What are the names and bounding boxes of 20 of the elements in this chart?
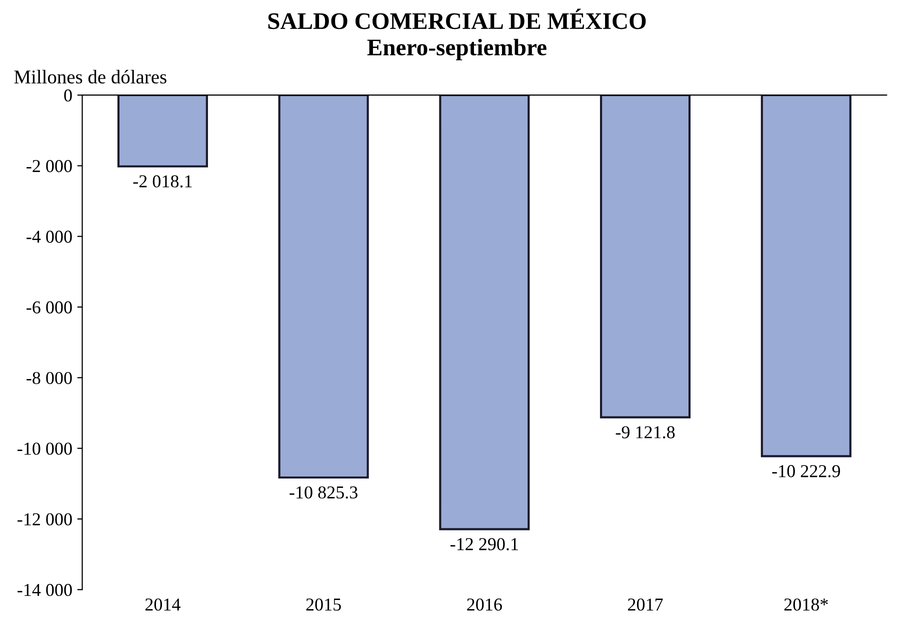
- data-label: -12 290.1: [450, 538, 518, 550]
- y-tick-label: -12 000: [18, 513, 72, 526]
- x-tick-label: 2016: [467, 598, 502, 611]
- data-label: -10 222.9: [772, 465, 840, 478]
- y-tick-label: -10 000: [18, 442, 72, 455]
- y-tick-label: -2 000: [26, 160, 72, 172]
- x-tick-label: 2014: [145, 598, 180, 611]
- y-tick-label: -8 000: [26, 372, 72, 384]
- y-tick-label: -4 000: [26, 230, 72, 243]
- y-axis-title: Millones de dólares: [14, 70, 166, 84]
- y-tick-label: -14 000: [18, 584, 72, 596]
- x-tick-label: 2017: [628, 598, 663, 611]
- data-label: -10 825.3: [290, 486, 358, 499]
- data-label: -9 121.8: [616, 426, 675, 438]
- x-tick-label: 2018*: [784, 598, 828, 611]
- x-tick-label: 2015: [306, 598, 341, 611]
- chart-title: SALDO COMERCIAL DE MÉXICO Enero-septiembre: [268, 8, 646, 60]
- y-tick-label: -6 000: [26, 301, 72, 314]
- y-tick-label: 0: [64, 89, 72, 102]
- data-label: -2 018.1: [133, 175, 192, 188]
